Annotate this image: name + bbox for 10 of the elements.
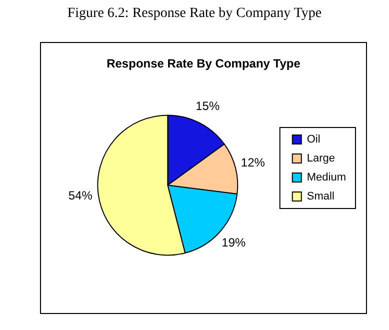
chart-title: Figure 6.2: Response Rate by Company Type: [66, 6, 323, 22]
data-label: 12%: [240, 156, 266, 170]
data-label: 19%: [222, 236, 246, 250]
legend-label: Oil: [306, 134, 320, 146]
chart-subtitle: Response Rate By Company Type: [106, 56, 301, 71]
data-label: 15%: [196, 99, 220, 114]
data-label: 54%: [68, 188, 93, 203]
legend-label: Medium: [306, 172, 346, 184]
legend-label: Large: [306, 152, 336, 165]
legend-label: Small: [306, 190, 334, 203]
